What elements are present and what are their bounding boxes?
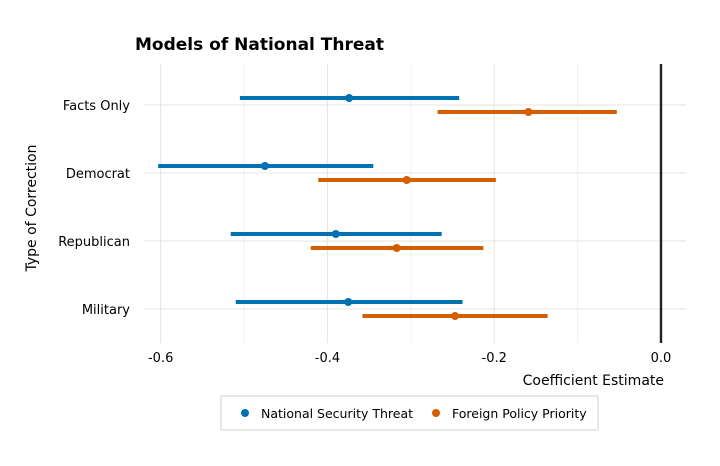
legend-label-national-security-threat: National Security Threat xyxy=(261,406,413,421)
legend-label-foreign-policy-priority: Foreign Policy Priority xyxy=(452,406,587,421)
chart-title: Models of National Threat xyxy=(135,35,384,55)
x-tick-label: -0.6 xyxy=(148,351,173,366)
y-tick-label-democrat: Democrat xyxy=(66,167,130,182)
y-tick-label-facts-only: Facts Only xyxy=(63,99,130,114)
point-foreign-policy-priority-democrat xyxy=(402,176,411,184)
x-tick-label: -0.2 xyxy=(482,351,507,366)
y-tick-labels: Facts Only Democrat Republican Military xyxy=(58,99,130,318)
x-tick-labels: -0.6 -0.4 -0.2 0.0 xyxy=(148,351,671,366)
legend-marker-foreign-policy-priority xyxy=(432,409,440,417)
y-axis-title: Type of Correction xyxy=(24,145,40,273)
point-foreign-policy-priority-republican xyxy=(392,244,401,252)
x-tick-label: 0.0 xyxy=(651,351,672,366)
legend-marker-national-security-threat xyxy=(241,409,249,417)
point-foreign-policy-priority-facts-only xyxy=(524,108,533,116)
estimate-marks xyxy=(158,94,617,320)
legend-box xyxy=(220,395,599,431)
point-national-security-threat-facts-only xyxy=(345,94,354,102)
legend: National Security Threat Foreign Policy … xyxy=(220,395,599,431)
y-tick-label-republican: Republican xyxy=(58,235,130,250)
y-tick-label-military: Military xyxy=(82,303,130,318)
point-national-security-threat-republican xyxy=(331,230,340,238)
point-foreign-policy-priority-military xyxy=(451,312,460,320)
x-axis-title: Coefficient Estimate xyxy=(523,373,664,389)
point-national-security-threat-democrat xyxy=(260,162,269,170)
x-tick-label: -0.4 xyxy=(315,351,340,366)
y-gridlines xyxy=(144,104,686,310)
point-national-security-threat-military xyxy=(344,298,353,306)
